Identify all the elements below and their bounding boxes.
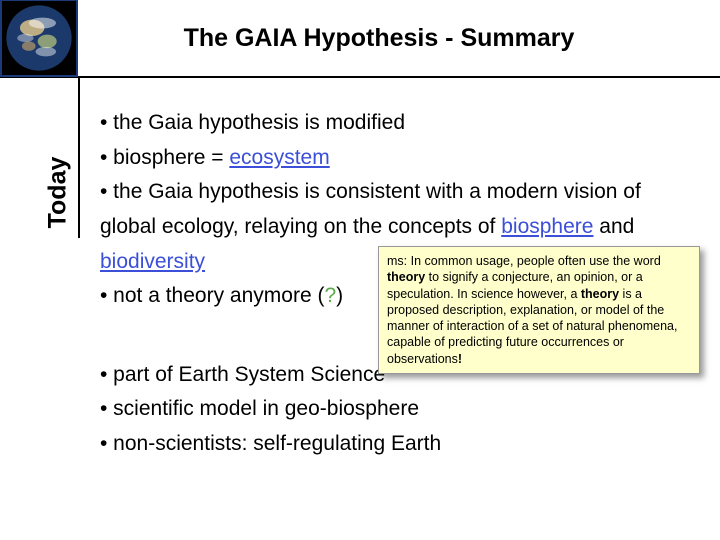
bullet-2-text: • biosphere = — [100, 146, 229, 169]
bullet-1: • the Gaia hypothesis is modified — [100, 106, 700, 141]
callout-pre: ms: In common usage, people often use th… — [387, 254, 661, 268]
bullet-4b: ) — [336, 284, 343, 307]
link-biodiversity[interactable]: biodiversity — [100, 250, 205, 273]
vertical-divider — [78, 78, 80, 238]
bullet-3-mid: and — [593, 215, 634, 238]
callout-bold-1: theory — [387, 270, 425, 284]
header: The GAIA Hypothesis - Summary — [0, 0, 720, 78]
bullet-4a: • not a theory anymore ( — [100, 284, 324, 307]
bullet-6: • scientific model in geo-biosphere — [100, 392, 700, 427]
callout-bold-2: theory — [581, 287, 619, 301]
section-label: Today — [43, 157, 72, 229]
bullet-7: • non-scientists: self-regulating Earth — [100, 427, 700, 462]
callout-bold-3: ! — [458, 352, 462, 366]
link-biosphere[interactable]: biosphere — [501, 215, 593, 238]
question-mark: ? — [324, 284, 336, 307]
bullet-2: • biosphere = ecosystem — [100, 141, 700, 176]
body: Today • the Gaia hypothesis is modified … — [0, 78, 720, 538]
page-title: The GAIA Hypothesis - Summary — [78, 24, 720, 53]
earth-icon — [0, 0, 78, 77]
link-ecosystem[interactable]: ecosystem — [229, 146, 329, 169]
callout-box: ms: In common usage, people often use th… — [378, 246, 700, 374]
